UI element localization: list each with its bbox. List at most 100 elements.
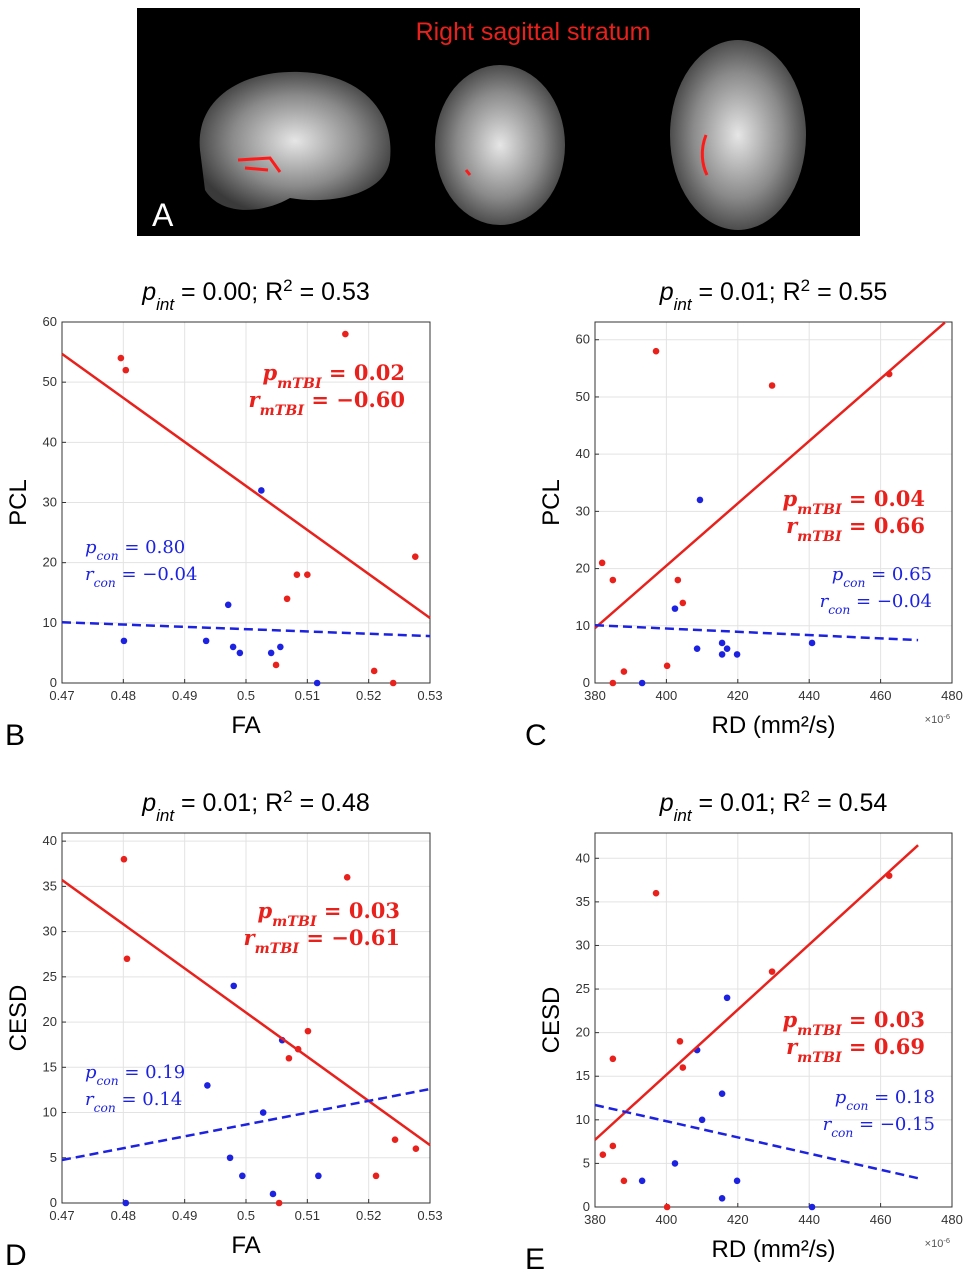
fit-line xyxy=(594,844,919,1141)
x-tick-label: 0.53 xyxy=(417,688,442,703)
y-tick-label: 25 xyxy=(43,969,57,984)
data-point xyxy=(718,651,726,658)
x-tick-label: 0.52 xyxy=(356,688,381,703)
data-point xyxy=(226,1154,234,1162)
text-part: con xyxy=(94,1101,116,1115)
y-axis-label: PCL xyxy=(538,479,565,526)
panel-label: D xyxy=(5,1239,27,1272)
text-part: = 0.04 xyxy=(842,486,925,511)
x-tick-label: 380 xyxy=(584,1212,606,1227)
text-part: p xyxy=(782,486,797,511)
y-tick-label: 50 xyxy=(43,374,57,389)
x-tick-label: 400 xyxy=(656,1212,678,1227)
x-tick-label: 460 xyxy=(870,688,892,703)
text-part: = 0.18 xyxy=(868,1087,935,1108)
data-point xyxy=(230,982,238,990)
annotation: pcon = 0.18 xyxy=(835,1087,935,1113)
annotation: rmTBI = 0.66 xyxy=(786,513,925,545)
panel-label: E xyxy=(525,1243,545,1276)
data-point xyxy=(671,1160,679,1167)
annotation: rmTBI = −0.61 xyxy=(244,925,401,957)
x-tick-label: 0.51 xyxy=(295,688,320,703)
text-part: mTBI xyxy=(272,914,318,930)
data-point xyxy=(236,649,244,657)
chart: 0 5 10 15 20 25 30 35 40 380 400 420 440 460 480 pmTBI … xyxy=(525,787,963,1277)
x-tick-label: 480 xyxy=(941,1212,963,1227)
annotation: rcon = 0.14 xyxy=(85,1089,182,1115)
data-point xyxy=(679,599,687,607)
x-axis-label: RD (mm²/s) xyxy=(712,712,836,739)
text-part: p xyxy=(659,278,674,306)
text-part: = 0.02 xyxy=(322,360,405,385)
annotation: pcon = 0.19 xyxy=(85,1062,185,1088)
y-tick-label: 10 xyxy=(43,615,57,630)
data-point xyxy=(620,668,628,675)
text-part: mTBI xyxy=(255,941,301,957)
data-point xyxy=(411,553,419,560)
x-tick-label: 0.48 xyxy=(111,688,136,703)
data-point xyxy=(620,1177,628,1185)
text-part: = 0.69 xyxy=(842,1034,925,1059)
panel-label: C xyxy=(525,719,547,752)
y-tick-label: 10 xyxy=(576,1112,590,1127)
text-part: p xyxy=(141,278,156,306)
data-point xyxy=(652,889,660,897)
annotation: rmTBI = 0.69 xyxy=(786,1034,925,1066)
text-part: 2 xyxy=(283,787,292,806)
annotation: rcon = −0.15 xyxy=(823,1114,935,1140)
x-tick-label: 0.48 xyxy=(111,1208,136,1223)
text-part: con xyxy=(97,549,119,563)
text-part: int xyxy=(156,295,175,314)
chart: 0 5 10 15 20 25 30 35 40 0.47 0.48 0.49 0.5 0.51 0.52 0… xyxy=(5,787,443,1273)
chart-title: pint = 0.01; R2 = 0.48 xyxy=(141,787,370,825)
data-point xyxy=(663,662,671,670)
y-tick-label: 40 xyxy=(43,833,57,848)
x-tick-label: 380 xyxy=(584,688,606,703)
data-point xyxy=(768,382,776,389)
data-point xyxy=(122,366,130,374)
data-point xyxy=(283,595,291,603)
fit-line xyxy=(594,623,919,642)
data-point xyxy=(239,1172,246,1180)
y-tick-label: 5 xyxy=(583,1155,590,1170)
y-tick-label: 10 xyxy=(43,1105,57,1120)
data-point xyxy=(269,1190,277,1198)
data-point xyxy=(693,645,701,652)
data-point xyxy=(293,571,301,578)
panel-label: B xyxy=(5,719,25,752)
text-part: mTBI xyxy=(277,376,323,392)
y-tick-label: 40 xyxy=(43,434,57,449)
roi-axial xyxy=(700,134,709,176)
data-point xyxy=(204,1082,211,1089)
annotation: pmTBI = 0.03 xyxy=(782,1007,925,1039)
data-point xyxy=(652,347,660,355)
x-tick-label: 0.49 xyxy=(172,688,197,703)
text-part: mTBI xyxy=(797,1023,843,1039)
y-tick-label: 10 xyxy=(576,618,590,633)
chart-title: pint = 0.01; R2 = 0.54 xyxy=(659,787,888,825)
text-part: p xyxy=(85,1062,97,1083)
data-point xyxy=(285,1054,293,1062)
text-part: -6 xyxy=(943,712,950,721)
axes-box xyxy=(61,832,431,1204)
x-tick-label: 480 xyxy=(941,688,963,703)
x-tick-label: 400 xyxy=(656,688,678,703)
text-part: con xyxy=(831,1126,853,1140)
data-point xyxy=(275,1199,283,1207)
chart-title: pint = 0.01; R2 = 0.55 xyxy=(659,276,888,314)
text-part: = 0.55 xyxy=(810,278,887,306)
text-part: = 0.53 xyxy=(293,278,370,306)
x-tick-label: 420 xyxy=(727,688,749,703)
data-point xyxy=(122,1199,130,1207)
data-point xyxy=(718,1194,726,1202)
panel-a-title: Right sagittal stratum xyxy=(416,18,651,46)
x-multiplier: ×10-6 xyxy=(925,1236,950,1251)
x-tick-label: 0.47 xyxy=(49,688,74,703)
text-part: = 0.54 xyxy=(810,789,887,817)
x-tick-label: 440 xyxy=(798,1212,820,1227)
y-tick-label: 30 xyxy=(43,924,57,939)
data-point xyxy=(120,637,128,645)
y-axis-label: CESD xyxy=(538,987,565,1054)
panel-label: A xyxy=(152,197,174,233)
data-point xyxy=(733,651,741,658)
